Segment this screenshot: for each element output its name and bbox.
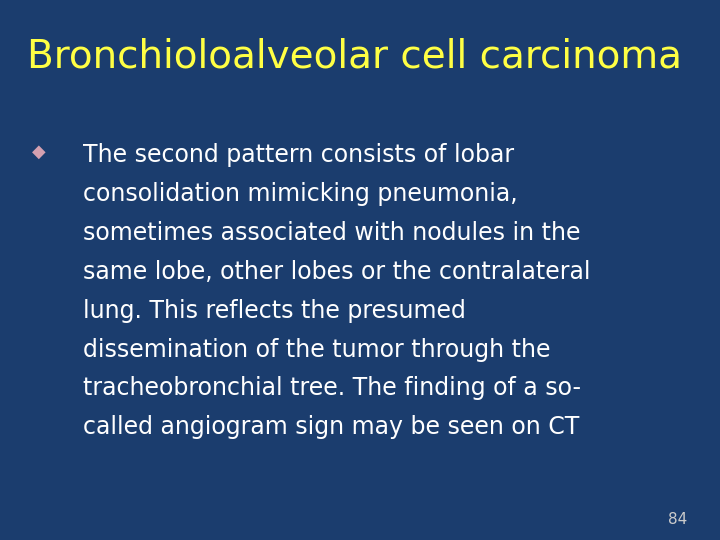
Text: called angiogram sign may be seen on CT: called angiogram sign may be seen on CT bbox=[83, 415, 579, 439]
Text: ◆: ◆ bbox=[32, 143, 46, 161]
Text: sometimes associated with nodules in the: sometimes associated with nodules in the bbox=[83, 221, 580, 245]
Text: same lobe, other lobes or the contralateral: same lobe, other lobes or the contralate… bbox=[83, 260, 590, 284]
Text: tracheobronchial tree. The finding of a so-: tracheobronchial tree. The finding of a … bbox=[83, 376, 581, 400]
Text: Bronchioloalveolar cell carcinoma: Bronchioloalveolar cell carcinoma bbox=[27, 38, 683, 76]
Text: consolidation mimicking pneumonia,: consolidation mimicking pneumonia, bbox=[83, 182, 518, 206]
Text: lung. This reflects the presumed: lung. This reflects the presumed bbox=[83, 299, 466, 322]
Text: The second pattern consists of lobar: The second pattern consists of lobar bbox=[83, 143, 514, 167]
Text: 84: 84 bbox=[668, 511, 688, 526]
Text: dissemination of the tumor through the: dissemination of the tumor through the bbox=[83, 338, 550, 361]
